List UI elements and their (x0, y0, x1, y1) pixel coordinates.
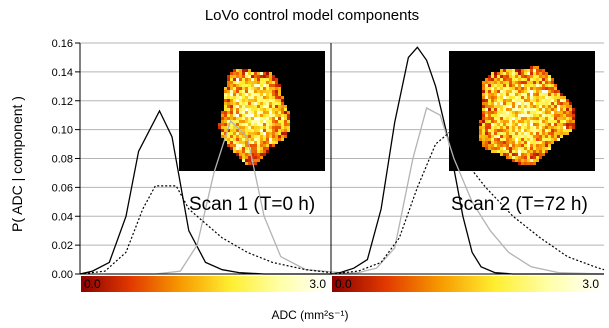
y-tick-label: 0.14 (52, 67, 73, 79)
y-tick-label: 0.08 (52, 154, 73, 166)
colorbar (332, 276, 603, 292)
colorbar-min-label: 0.0 (84, 277, 101, 291)
y-tick-label: 0.10 (52, 125, 73, 137)
colorbar-max-label: 3.0 (582, 277, 599, 291)
y-axis-ticks: 0.00 0.02 0.04 0.06 0.08 0.10 0.12 0.14 0.16 (52, 38, 80, 281)
series-line (79, 185, 332, 275)
series-line (330, 131, 605, 275)
colorbars: 0.0 3.0 0.0 3.0 (81, 276, 603, 292)
series-line (330, 107, 605, 275)
panel-2: Scan 2 (T=72 h) (330, 46, 605, 275)
y-axis-label: P( ADC | component ) (9, 96, 25, 232)
panels: Scan 1 (T=0 h) Scan 2 (T=72 h) (79, 46, 605, 275)
series-line (330, 46, 604, 275)
y-tick-label: 0.04 (52, 211, 73, 223)
tumor-scan-inset (449, 51, 595, 171)
y-tick-label: 0.00 (52, 269, 73, 281)
chart-title: LoVo control model components (205, 7, 419, 24)
tumor-scan-inset (179, 51, 325, 171)
panel-1: Scan 1 (T=0 h) (79, 51, 357, 275)
panel-label: Scan 2 (T=72 h) (451, 194, 588, 215)
x-axis-label: ADC (mm²s⁻¹) (272, 308, 349, 322)
series-line (105, 119, 357, 275)
panel-label: Scan 1 (T=0 h) (189, 194, 315, 215)
colorbar (81, 276, 330, 292)
y-tick-label: 0.06 (52, 182, 73, 194)
gridlines (80, 42, 604, 275)
y-tick-label: 0.12 (52, 96, 73, 108)
y-tick-label: 0.02 (52, 240, 73, 252)
colorbar-max-label: 3.0 (309, 277, 326, 291)
y-tick-label: 0.16 (52, 38, 73, 50)
colorbar-min-label: 0.0 (335, 277, 352, 291)
